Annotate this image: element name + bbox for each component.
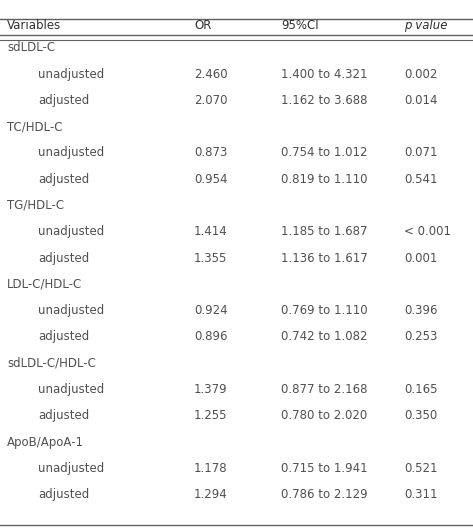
Text: 0.873: 0.873 <box>194 147 228 159</box>
Text: 1.294: 1.294 <box>194 488 228 501</box>
Text: 0.954: 0.954 <box>194 173 228 186</box>
Text: adjusted: adjusted <box>38 173 89 186</box>
Text: 0.715 to 1.941: 0.715 to 1.941 <box>281 462 368 475</box>
Text: 0.350: 0.350 <box>404 409 438 422</box>
Text: unadjusted: unadjusted <box>38 462 104 475</box>
Text: 0.742 to 1.082: 0.742 to 1.082 <box>281 330 368 344</box>
Text: 1.136 to 1.617: 1.136 to 1.617 <box>281 252 368 264</box>
Text: 1.178: 1.178 <box>194 462 228 475</box>
Text: adjusted: adjusted <box>38 488 89 501</box>
Text: unadjusted: unadjusted <box>38 383 104 396</box>
Text: adjusted: adjusted <box>38 94 89 107</box>
Text: unadjusted: unadjusted <box>38 67 104 81</box>
Text: 95%CI: 95%CI <box>281 19 319 32</box>
Text: 0.896: 0.896 <box>194 330 228 344</box>
Text: 0.786 to 2.129: 0.786 to 2.129 <box>281 488 368 501</box>
Text: sdLDL-C: sdLDL-C <box>7 41 55 54</box>
Text: 0.780 to 2.020: 0.780 to 2.020 <box>281 409 368 422</box>
Text: 0.819 to 1.110: 0.819 to 1.110 <box>281 173 368 186</box>
Text: 0.002: 0.002 <box>404 67 438 81</box>
Text: 1.185 to 1.687: 1.185 to 1.687 <box>281 225 368 238</box>
Text: 1.162 to 3.688: 1.162 to 3.688 <box>281 94 368 107</box>
Text: Variables: Variables <box>7 19 61 32</box>
Text: 0.396: 0.396 <box>404 304 438 317</box>
Text: 2.460: 2.460 <box>194 67 228 81</box>
Text: 0.311: 0.311 <box>404 488 438 501</box>
Text: < 0.001: < 0.001 <box>404 225 451 238</box>
Text: TC/HDL-C: TC/HDL-C <box>7 120 62 133</box>
Text: 1.414: 1.414 <box>194 225 228 238</box>
Text: sdLDL-C/HDL-C: sdLDL-C/HDL-C <box>7 357 96 370</box>
Text: 0.541: 0.541 <box>404 173 438 186</box>
Text: 0.253: 0.253 <box>404 330 438 344</box>
Text: 1.355: 1.355 <box>194 252 228 264</box>
Text: LDL-C/HDL-C: LDL-C/HDL-C <box>7 278 82 291</box>
Text: adjusted: adjusted <box>38 409 89 422</box>
Text: ApoB/ApoA-1: ApoB/ApoA-1 <box>7 435 84 449</box>
Text: 1.255: 1.255 <box>194 409 228 422</box>
Text: 0.521: 0.521 <box>404 462 438 475</box>
Text: 0.001: 0.001 <box>404 252 438 264</box>
Text: unadjusted: unadjusted <box>38 225 104 238</box>
Text: adjusted: adjusted <box>38 330 89 344</box>
Text: OR: OR <box>194 19 211 32</box>
Text: 0.071: 0.071 <box>404 147 438 159</box>
Text: 0.924: 0.924 <box>194 304 228 317</box>
Text: 0.014: 0.014 <box>404 94 438 107</box>
Text: 2.070: 2.070 <box>194 94 228 107</box>
Text: 1.379: 1.379 <box>194 383 228 396</box>
Text: 0.165: 0.165 <box>404 383 438 396</box>
Text: TG/HDL-C: TG/HDL-C <box>7 199 64 212</box>
Text: p value: p value <box>404 19 448 32</box>
Text: 0.877 to 2.168: 0.877 to 2.168 <box>281 383 368 396</box>
Text: unadjusted: unadjusted <box>38 304 104 317</box>
Text: unadjusted: unadjusted <box>38 147 104 159</box>
Text: 1.400 to 4.321: 1.400 to 4.321 <box>281 67 368 81</box>
Text: adjusted: adjusted <box>38 252 89 264</box>
Text: 0.769 to 1.110: 0.769 to 1.110 <box>281 304 368 317</box>
Text: 0.754 to 1.012: 0.754 to 1.012 <box>281 147 368 159</box>
